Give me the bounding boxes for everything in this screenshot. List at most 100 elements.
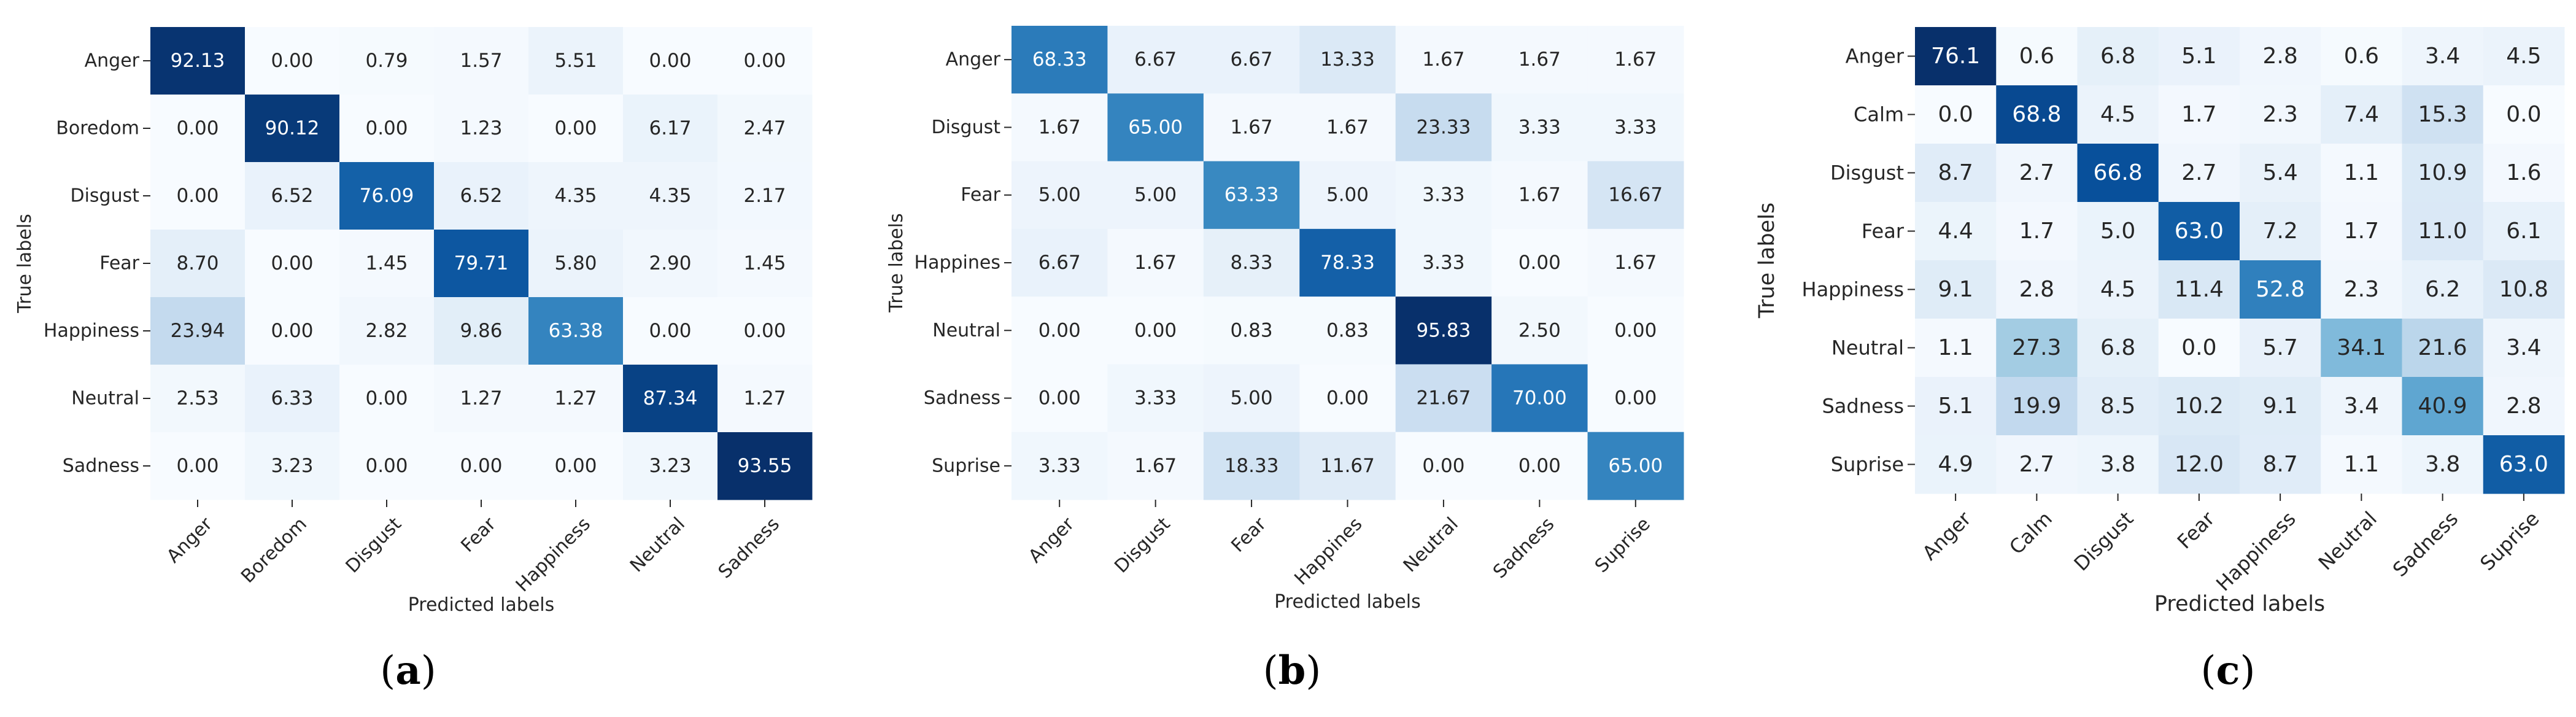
cell-value-label: 3.8: [2100, 452, 2135, 477]
heatmap-cell: [2077, 260, 2159, 319]
cell-value-label: 15.3: [2418, 102, 2467, 127]
cell-value-label: 5.00: [1231, 387, 1273, 409]
cell-value-label: 21.6: [2418, 335, 2467, 360]
heatmap-cell: [1203, 296, 1300, 365]
y-axis-label: True labels: [1755, 203, 1779, 319]
heatmap-cell: [2483, 27, 2565, 86]
heatmap-cell: [1996, 202, 2078, 261]
cell-value-label: 0.00: [1134, 319, 1177, 341]
heatmap-cell: [2483, 85, 2565, 144]
heatmap-cell: [1299, 364, 1396, 433]
cell-value-label: 0.00: [460, 455, 502, 477]
heatmap-cell: [1915, 319, 1997, 378]
x-tick-label-calm: Calm: [2005, 507, 2057, 559]
cell-value-label: 0.00: [1614, 319, 1657, 341]
heatmap-cell: [528, 162, 624, 230]
cell-value-label: 1.67: [1134, 252, 1177, 274]
cell-value-label: 0.00: [554, 117, 597, 139]
cell-value-label: 52.8: [2256, 277, 2305, 302]
heatmap-cell: [717, 297, 813, 365]
heatmap-cell: [1107, 26, 1204, 94]
x-tick-label-sadness: Sadness: [2388, 507, 2462, 581]
heatmap-cell: [2402, 319, 2484, 378]
heatmap-cell: [528, 27, 624, 95]
cell-value-label: 2.8: [2019, 277, 2054, 302]
cell-value-label: 0.00: [743, 320, 786, 342]
heatmap-cell: [1915, 144, 1997, 203]
heatmap-cell: [245, 365, 340, 433]
cell-value-label: 7.4: [2344, 102, 2379, 127]
heatmap-cell: [1996, 319, 2078, 378]
heatmap-cell: [717, 162, 813, 230]
cell-value-label: 0.00: [1039, 387, 1081, 409]
heatmap-cell: [1915, 377, 1997, 436]
heatmap-cell: [245, 297, 340, 365]
heatmap-cell: [2483, 260, 2565, 319]
heatmap-cell: [150, 230, 246, 298]
heatmap-a: 92.13 0.00 0.79 1.57 5.51 0.00 0.00 0.00 90.12 0.…: [14, 27, 813, 616]
cell-value-label: 23.33: [1417, 116, 1471, 138]
heatmap-cell: [1587, 93, 1684, 162]
cell-value-label: 7.2: [2262, 219, 2297, 244]
heatmap-cell: [1299, 93, 1396, 162]
cell-value-label: 6.1: [2506, 219, 2541, 244]
cell-value-label: 3.33: [1422, 184, 1464, 206]
cell-value-label: 5.0: [2100, 219, 2135, 244]
heatmap-cell: [2077, 144, 2159, 203]
heatmap-cell: [1299, 26, 1396, 94]
y-tick-label-fear: Fear: [99, 253, 139, 274]
cell-value-label: 6.8: [2100, 335, 2135, 360]
cell-value-label: 0.6: [2019, 44, 2054, 69]
y-tick-label-suprise: Suprise: [932, 455, 1000, 476]
y-tick-label-sadness: Sadness: [1822, 395, 1904, 418]
heatmap-cell: [623, 162, 718, 230]
heatmap-cell: [1395, 161, 1492, 230]
heatmap-cell: [528, 365, 624, 433]
heatmap-c: 76.1 0.6 6.8 5.1 2.8 0.6 3.4 4.5 0.0 68.8 4.5 1.7 2.…: [1755, 27, 2565, 616]
cell-value-label: 0.00: [1518, 455, 1561, 477]
heatmap-cell: [1203, 228, 1300, 297]
cell-value-label: 1.6: [2506, 160, 2541, 185]
y-tick-label-disgust: Disgust: [1830, 161, 1904, 185]
heatmap-cell: [1915, 202, 1997, 261]
cell-value-label: 3.23: [271, 455, 313, 477]
cell-value-label: 1.27: [460, 387, 502, 409]
y-tick-label-anger: Anger: [85, 50, 140, 72]
cell-value-label: 3.4: [2506, 335, 2541, 360]
heatmap-cell: [1011, 161, 1108, 230]
cell-value-label: 3.33: [1039, 455, 1081, 477]
cell-value-label: 92.13: [171, 50, 225, 72]
heatmap-cell: [2077, 319, 2159, 378]
heatmap-cell: [1011, 296, 1108, 365]
cell-value-label: 1.45: [365, 252, 408, 274]
heatmap-cell: [1203, 26, 1300, 94]
heatmap-cell: [1107, 432, 1204, 500]
cell-value-label: 6.2: [2425, 277, 2460, 302]
cell-value-label: 0.79: [365, 50, 408, 72]
cell-value-label: 1.7: [2019, 219, 2054, 244]
y-tick-label-sadness: Sadness: [63, 455, 139, 477]
heatmap-cell: [2321, 144, 2402, 203]
x-tick-label-sadness: Sadness: [714, 513, 784, 583]
cell-value-label: 1.67: [1134, 455, 1177, 477]
cell-value-label: 1.1: [2344, 452, 2379, 477]
cell-value-label: 0.00: [649, 320, 691, 342]
heatmap-b: 68.33 6.67 6.67 13.33 1.67 1.67 1.67 1.67 65.00 1…: [886, 26, 1684, 613]
heatmap-cell: [1299, 296, 1396, 365]
heatmap-cell: [2321, 260, 2402, 319]
y-tick-label-happiness: Happiness: [44, 320, 139, 342]
x-tick-label-fear: Fear: [2173, 506, 2219, 553]
x-tick-label-sadness: Sadness: [1489, 513, 1558, 583]
cell-value-label: 5.00: [1134, 184, 1177, 206]
heatmap-cell: [1395, 432, 1492, 500]
heatmap-cell: [2158, 319, 2240, 378]
heatmap-cell: [1996, 85, 2078, 144]
cell-value-label: 70.00: [1512, 387, 1567, 409]
heatmap-cell: [339, 230, 435, 298]
heatmap-cell: [1491, 26, 1588, 94]
cell-value-label: 63.38: [549, 320, 603, 342]
cell-value-label: 5.7: [2262, 335, 2297, 360]
cell-value-label: 10.2: [2175, 393, 2224, 419]
heatmap-cell: [2158, 377, 2240, 436]
cell-value-label: 10.8: [2499, 277, 2548, 302]
